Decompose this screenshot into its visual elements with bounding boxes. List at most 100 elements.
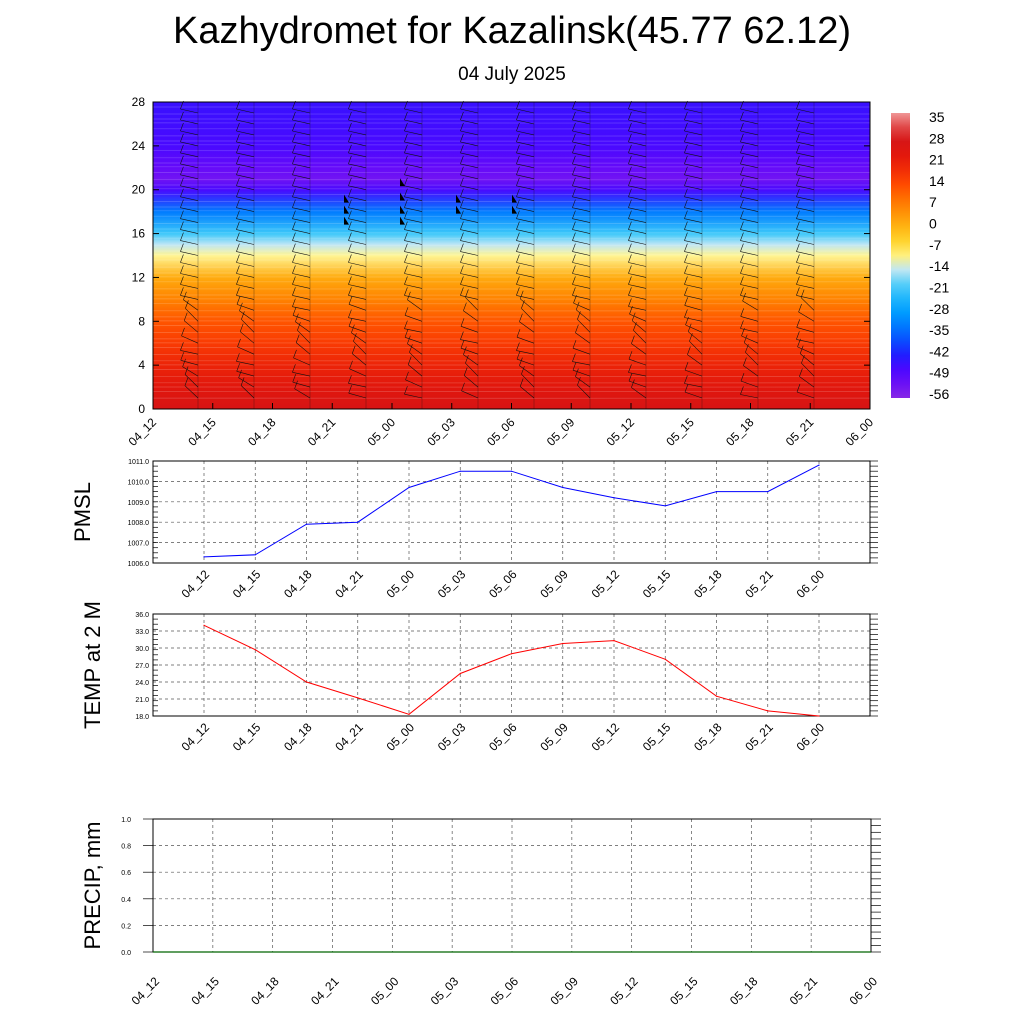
y-tick-label: 0.6 — [121, 870, 131, 877]
y-tick-label: 0.2 — [121, 923, 131, 930]
wind-barb — [348, 210, 367, 223]
wind-barb — [183, 291, 199, 311]
wind-barb — [180, 177, 199, 190]
wind-barb — [796, 133, 815, 147]
wind-barb — [740, 265, 759, 278]
wind-barb — [628, 144, 647, 158]
wind-barb — [796, 144, 815, 158]
x-tick-label: 04_12 — [129, 974, 163, 1008]
wind-barb — [236, 353, 255, 366]
wind-barb — [575, 368, 591, 388]
wind-barb — [572, 276, 591, 289]
wind-barb — [465, 289, 479, 311]
wind-barb — [348, 221, 367, 234]
wind-barb — [628, 243, 647, 256]
colorbar-label: 28 — [929, 130, 945, 146]
wind-barb — [684, 199, 703, 212]
wind-barb — [631, 312, 647, 333]
data-point — [767, 491, 769, 493]
wind-pennant — [456, 205, 461, 214]
data-point — [408, 713, 410, 715]
wind-barb — [404, 111, 423, 125]
wind-barb — [183, 312, 199, 333]
wind-barb — [404, 122, 423, 136]
plot-frame — [152, 613, 871, 717]
wind-barb — [798, 303, 815, 322]
wind-barb — [628, 364, 647, 377]
wind-barb — [628, 254, 647, 267]
x-tick-label: 05_09 — [547, 974, 581, 1008]
wind-barb — [575, 301, 591, 322]
wind-barb — [572, 254, 591, 267]
wind-barb — [236, 177, 255, 190]
heatmap-field — [153, 102, 870, 409]
wind-barb — [575, 324, 591, 344]
x-tick-label: 05_15 — [640, 720, 674, 754]
x-tick-label: 05_06 — [486, 567, 520, 601]
x-tick-label: 05_18 — [723, 415, 757, 449]
wind-barb — [294, 380, 311, 399]
data-point — [203, 556, 205, 558]
wind-barb — [293, 349, 311, 366]
y-axis-label: PMSL — [70, 482, 95, 542]
wind-barb — [740, 276, 759, 289]
wind-barb — [348, 232, 367, 245]
wind-barb — [292, 307, 311, 322]
wind-barb — [404, 221, 423, 234]
x-tick-label: 04_12 — [179, 720, 213, 754]
wind-barb — [292, 254, 311, 267]
data-point — [510, 653, 513, 655]
wind-barb — [404, 254, 423, 267]
data-point — [613, 640, 615, 642]
x-tick-label: 05_15 — [663, 415, 697, 449]
y-tick-label: 1009.0 — [128, 500, 150, 507]
wind-barb — [628, 188, 647, 201]
wind-barb — [572, 265, 591, 278]
y-tick-label: 21.0 — [135, 697, 149, 704]
wind-barb — [348, 199, 367, 212]
wind-barb — [572, 232, 591, 245]
x-tick-label: 06_00 — [843, 415, 877, 449]
colorbar-label: -21 — [929, 279, 949, 295]
wind-pennant — [344, 205, 349, 214]
wind-barb — [796, 383, 815, 399]
wind-barb — [684, 361, 703, 377]
colorbar: 35 28 21 14 7 0 -7 -14 -21 -28 -35 -42 -49 -56 — [891, 109, 949, 402]
wind-barb — [684, 177, 703, 190]
wind-barb — [348, 111, 367, 125]
x-tick-label: 05_18 — [691, 720, 725, 754]
y-tick-label: 33.0 — [135, 629, 149, 636]
wind-barb — [572, 166, 591, 180]
wind-barb — [407, 356, 423, 377]
wind-barb — [684, 155, 703, 169]
x-tick-label: 05_09 — [537, 567, 571, 601]
wind-barb — [463, 302, 479, 322]
wind-barb — [572, 340, 591, 355]
wind-barb — [628, 351, 647, 366]
wind-barb — [404, 276, 423, 289]
x-tick-label: 04_15 — [230, 720, 264, 754]
wind-barb — [740, 287, 759, 300]
wind-barb — [404, 386, 423, 399]
wind-barb — [236, 199, 255, 212]
x-tick-label: 05_18 — [727, 974, 761, 1008]
wind-barb — [180, 133, 199, 147]
wind-barb — [519, 313, 535, 333]
wind-barb — [463, 346, 479, 366]
x-tick-label: 04_18 — [281, 567, 315, 601]
wind-barb — [519, 378, 535, 399]
wind-barb — [348, 155, 367, 169]
wind-barb — [460, 188, 479, 201]
wind-barb — [404, 166, 423, 180]
x-tick-label: 05_21 — [742, 720, 776, 754]
wind-barb — [348, 318, 367, 333]
wind-barb — [182, 358, 199, 377]
colorbar-label: -35 — [929, 322, 949, 338]
wind-barb — [292, 122, 311, 136]
x-tick-label: 05_00 — [368, 974, 402, 1008]
wind-barb — [460, 232, 479, 245]
wind-barb — [404, 133, 423, 147]
wind-barb — [740, 199, 759, 212]
x-tick-label: 05_15 — [640, 567, 674, 601]
